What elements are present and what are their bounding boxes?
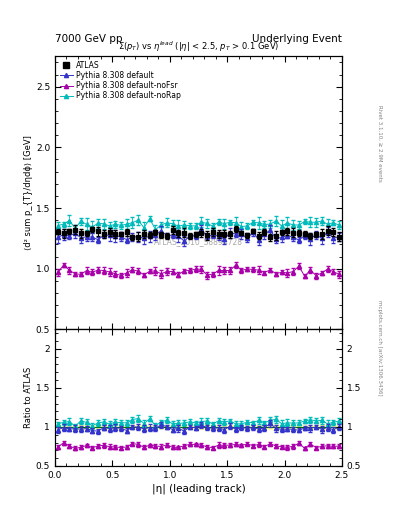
Text: Rivet 3.1.10, ≥ 2.9M events: Rivet 3.1.10, ≥ 2.9M events [377,105,382,182]
Text: Underlying Event: Underlying Event [252,33,342,44]
Text: $\Sigma(p_T)$ vs $\eta^{lead}$ ($|\eta|$ < 2.5, $p_T$ > 0.1 GeV): $\Sigma(p_T)$ vs $\eta^{lead}$ ($|\eta|$… [118,39,279,54]
Y-axis label: Ratio to ATLAS: Ratio to ATLAS [24,367,33,428]
Legend: ATLAS, Pythia 8.308 default, Pythia 8.308 default-noFsr, Pythia 8.308 default-no: ATLAS, Pythia 8.308 default, Pythia 8.30… [57,58,183,102]
Text: ATLAS_2010_S8894728: ATLAS_2010_S8894728 [154,238,243,246]
Text: 7000 GeV pp: 7000 GeV pp [55,33,123,44]
Text: mcplots.cern.ch [arXiv:1306.3436]: mcplots.cern.ch [arXiv:1306.3436] [377,301,382,396]
Y-axis label: ⟨d² sum p_{T}/dηdϕ⟩ [GeV]: ⟨d² sum p_{T}/dηdϕ⟩ [GeV] [24,135,33,250]
X-axis label: |η| (leading track): |η| (leading track) [152,484,245,495]
